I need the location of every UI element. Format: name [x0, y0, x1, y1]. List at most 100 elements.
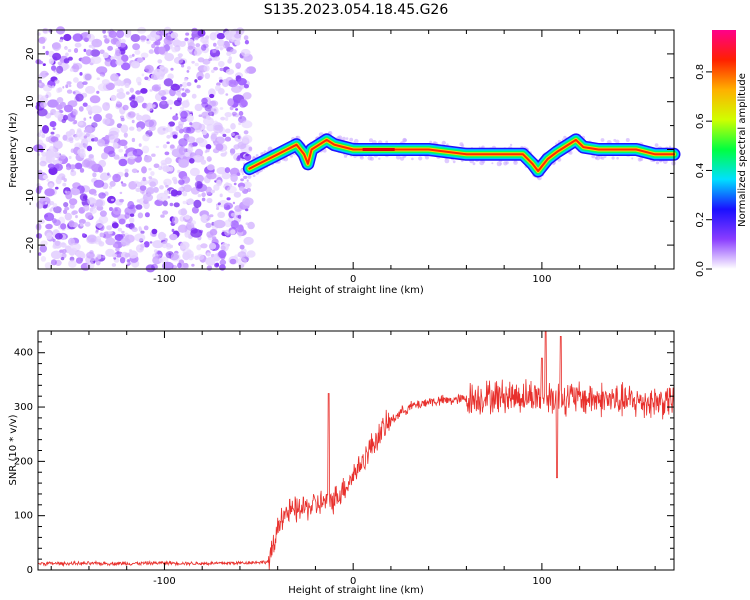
- noise-speckle: [213, 56, 221, 62]
- noise-speckle: [184, 78, 188, 82]
- noise-speckle: [136, 114, 143, 121]
- noise-speckle: [173, 202, 180, 208]
- noise-speckle: [190, 228, 203, 238]
- noise-speckle: [73, 48, 78, 53]
- noise-speckle: [219, 259, 227, 266]
- noise-speckle: [124, 145, 128, 149]
- noise-speckle: [118, 158, 128, 167]
- ridge-halo-speckle: [349, 137, 354, 142]
- noise-speckle: [127, 201, 135, 210]
- noise-speckle: [224, 183, 227, 187]
- noise-speckle: [237, 155, 241, 160]
- noise-speckle: [225, 68, 235, 75]
- noise-speckle: [134, 180, 139, 184]
- noise-speckle: [118, 148, 124, 153]
- noise-speckle: [240, 48, 251, 57]
- noise-speckle: [233, 182, 237, 186]
- ridge-halo-speckle: [631, 157, 634, 160]
- ridge-halo-speckle: [472, 162, 476, 166]
- noise-speckle: [245, 153, 249, 157]
- noise-speckle: [140, 243, 146, 249]
- noise-speckle: [42, 45, 46, 50]
- noise-speckle: [205, 186, 213, 195]
- noise-speckle: [79, 72, 83, 76]
- noise-speckle: [76, 129, 83, 138]
- noise-speckle: [62, 86, 65, 89]
- noise-speckle: [92, 172, 97, 178]
- ridge-halo-speckle: [429, 140, 433, 144]
- noise-speckle: [169, 107, 172, 110]
- noise-speckle: [201, 44, 207, 51]
- noise-speckle: [197, 75, 203, 80]
- noise-speckle: [243, 84, 249, 89]
- noise-speckle: [153, 163, 160, 169]
- noise-speckle: [112, 243, 119, 248]
- noise-speckle: [217, 211, 226, 218]
- noise-speckle: [183, 184, 192, 193]
- noise-speckle: [63, 202, 69, 208]
- noise-speckle: [71, 210, 76, 216]
- y-tick-label: 200: [14, 456, 33, 467]
- noise-speckle: [195, 174, 205, 183]
- noise-speckle: [180, 110, 188, 119]
- y-tick-label: 0: [27, 565, 33, 576]
- noise-speckle: [241, 120, 253, 129]
- noise-speckle: [203, 116, 214, 126]
- noise-speckle: [113, 154, 120, 160]
- y-tick-label: 10: [25, 95, 36, 108]
- noise-speckle: [53, 140, 63, 150]
- noise-speckle: [206, 172, 217, 180]
- noise-speckle: [127, 111, 136, 118]
- noise-speckle: [116, 30, 125, 38]
- noise-speckle: [162, 165, 171, 172]
- noise-speckle: [90, 202, 97, 209]
- noise-speckle: [163, 78, 174, 87]
- noise-speckle: [129, 217, 135, 224]
- noise-speckle: [135, 95, 145, 103]
- noise-speckle: [230, 81, 234, 84]
- ridge-halo-speckle: [655, 161, 660, 165]
- noise-speckle: [38, 82, 42, 86]
- ridge-halo-speckle: [369, 156, 374, 161]
- noise-speckle: [131, 168, 138, 174]
- noise-speckle: [51, 65, 57, 71]
- noise-speckle: [118, 218, 126, 225]
- noise-speckle: [128, 250, 138, 259]
- ridge-halo-speckle: [359, 155, 364, 160]
- noise-speckle: [57, 87, 63, 93]
- noise-speckle: [162, 261, 174, 271]
- noise-speckle: [245, 208, 249, 212]
- noise-speckle: [97, 139, 106, 147]
- noise-speckle: [216, 167, 227, 175]
- noise-speckle: [230, 132, 235, 136]
- noise-speckle: [225, 93, 229, 96]
- noise-speckle: [89, 95, 101, 104]
- noise-speckle: [227, 58, 232, 64]
- noise-speckle: [234, 33, 242, 39]
- noise-speckle: [114, 81, 118, 86]
- noise-speckle: [229, 106, 234, 111]
- noise-speckle: [82, 81, 88, 85]
- noise-speckle: [144, 66, 151, 72]
- noise-speckle: [136, 199, 140, 203]
- noise-speckle: [209, 93, 215, 99]
- noise-speckle: [158, 83, 161, 87]
- noise-speckle: [247, 221, 255, 230]
- noise-speckle: [224, 167, 231, 174]
- spectrogram-ridge: [242, 131, 681, 181]
- noise-speckle: [236, 224, 244, 233]
- noise-speckle: [221, 78, 230, 88]
- noise-speckle: [93, 113, 102, 123]
- noise-speckle: [42, 174, 49, 180]
- noise-speckle: [96, 66, 108, 75]
- noise-speckle: [79, 168, 85, 173]
- noise-speckle: [210, 189, 215, 194]
- noise-speckle: [68, 220, 75, 228]
- noise-speckle: [224, 229, 231, 236]
- noise-speckle: [68, 198, 78, 206]
- noise-speckle: [184, 214, 191, 220]
- noise-speckle: [119, 198, 124, 203]
- ridge-halo-speckle: [322, 148, 327, 153]
- noise-speckle: [169, 202, 174, 207]
- noise-speckle: [130, 60, 141, 69]
